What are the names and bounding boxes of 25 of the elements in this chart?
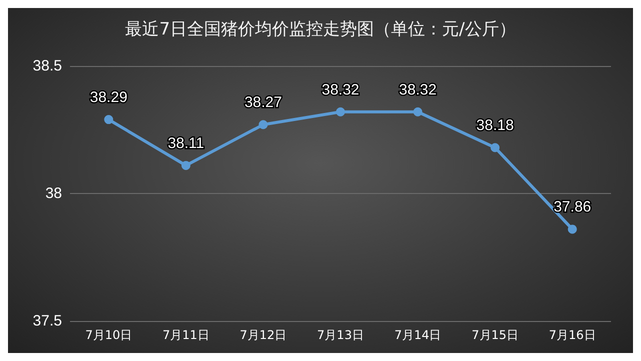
point (568, 224, 577, 234)
chart-title: 最近7日全国猪价均价监控走势图（单位：元/公斤） (125, 20, 516, 40)
x-tick-label: 7月11日 (162, 328, 210, 342)
point (181, 160, 190, 170)
x-tick-label: 7月15日 (472, 328, 519, 342)
data-label: 38.11 (168, 134, 204, 152)
x-tick-label: 7月14日 (394, 328, 442, 342)
y-tick-label: 37.5 (32, 312, 62, 330)
point (104, 115, 114, 124)
x-tick-label: 7月12日 (240, 328, 287, 342)
data-label: 38.32 (399, 81, 437, 98)
data-label: 38.27 (244, 94, 282, 112)
data-label: 38.32 (322, 81, 360, 98)
x-tick-label: 7月13日 (317, 328, 364, 342)
x-tick-label: 7月10日 (85, 328, 132, 342)
data-label: 38.18 (476, 117, 514, 134)
point (490, 143, 500, 152)
point (413, 107, 422, 116)
y-tick-label: 38.5 (32, 58, 62, 74)
data-label: 38.29 (90, 89, 128, 106)
x-tick-label: 7月16日 (548, 328, 596, 342)
data-label: 37.86 (554, 198, 592, 216)
point (336, 107, 345, 116)
point (258, 120, 268, 130)
y-tick-label: 38 (45, 185, 62, 202)
